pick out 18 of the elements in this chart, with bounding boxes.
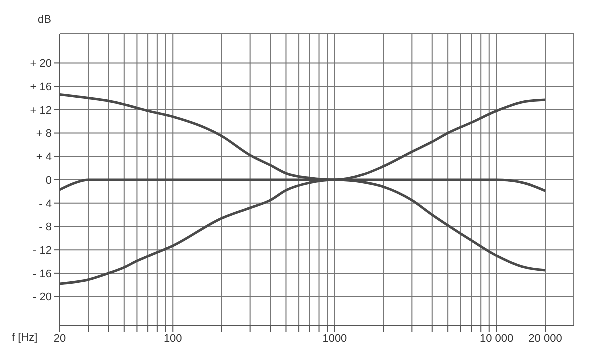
x-axis-title: f [Hz]: [12, 332, 38, 344]
y-tick-label: - 20: [33, 292, 52, 304]
x-tick-label: 10 000: [480, 332, 514, 345]
y-tick-label: - 4: [39, 198, 52, 210]
y-tick-label: + 16: [30, 81, 52, 94]
x-tick-label: 20: [54, 332, 66, 345]
y-tick-label: - 12: [33, 244, 52, 257]
y-tick-label: + 8: [36, 128, 52, 140]
y-tick-label: + 20: [30, 58, 52, 70]
y-tick-label: + 12: [30, 104, 52, 117]
y-tick-label: 0: [46, 174, 52, 187]
y-tick-label: - 8: [39, 222, 52, 234]
x-tick-label: 100: [164, 332, 182, 345]
x-tick-label: 20 000: [528, 332, 562, 345]
y-axis-title: dB: [38, 14, 52, 26]
x-tick-label: 1000: [322, 332, 348, 345]
y-tick-label: + 4: [36, 152, 52, 164]
y-tick-label: - 16: [33, 268, 52, 280]
